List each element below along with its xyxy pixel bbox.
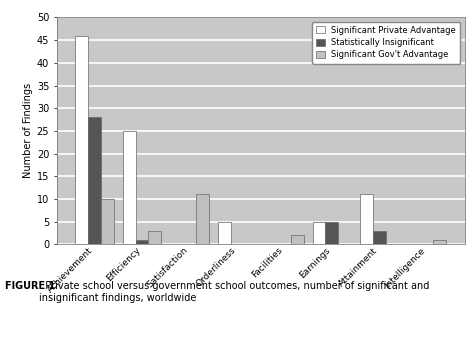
Bar <box>123 131 136 244</box>
Bar <box>313 222 326 244</box>
Legend: Significant Private Advantage, Statistically Insignificant, Significant Gov't Ad: Significant Private Advantage, Statistic… <box>312 22 460 64</box>
Bar <box>88 117 101 244</box>
Bar <box>360 194 373 244</box>
Bar <box>101 199 114 244</box>
Text: Private school versus government school outcomes, number of significant and insi: Private school versus government school … <box>39 281 429 303</box>
Bar <box>75 36 88 244</box>
Bar <box>218 222 230 244</box>
Bar <box>148 231 161 244</box>
Text: FIGURE 1: FIGURE 1 <box>5 281 55 291</box>
Bar <box>291 235 304 244</box>
Bar <box>373 231 386 244</box>
Bar <box>196 194 209 244</box>
Bar <box>136 240 148 244</box>
Bar <box>433 240 446 244</box>
Bar <box>326 222 338 244</box>
Y-axis label: Number of Findings: Number of Findings <box>23 83 33 178</box>
